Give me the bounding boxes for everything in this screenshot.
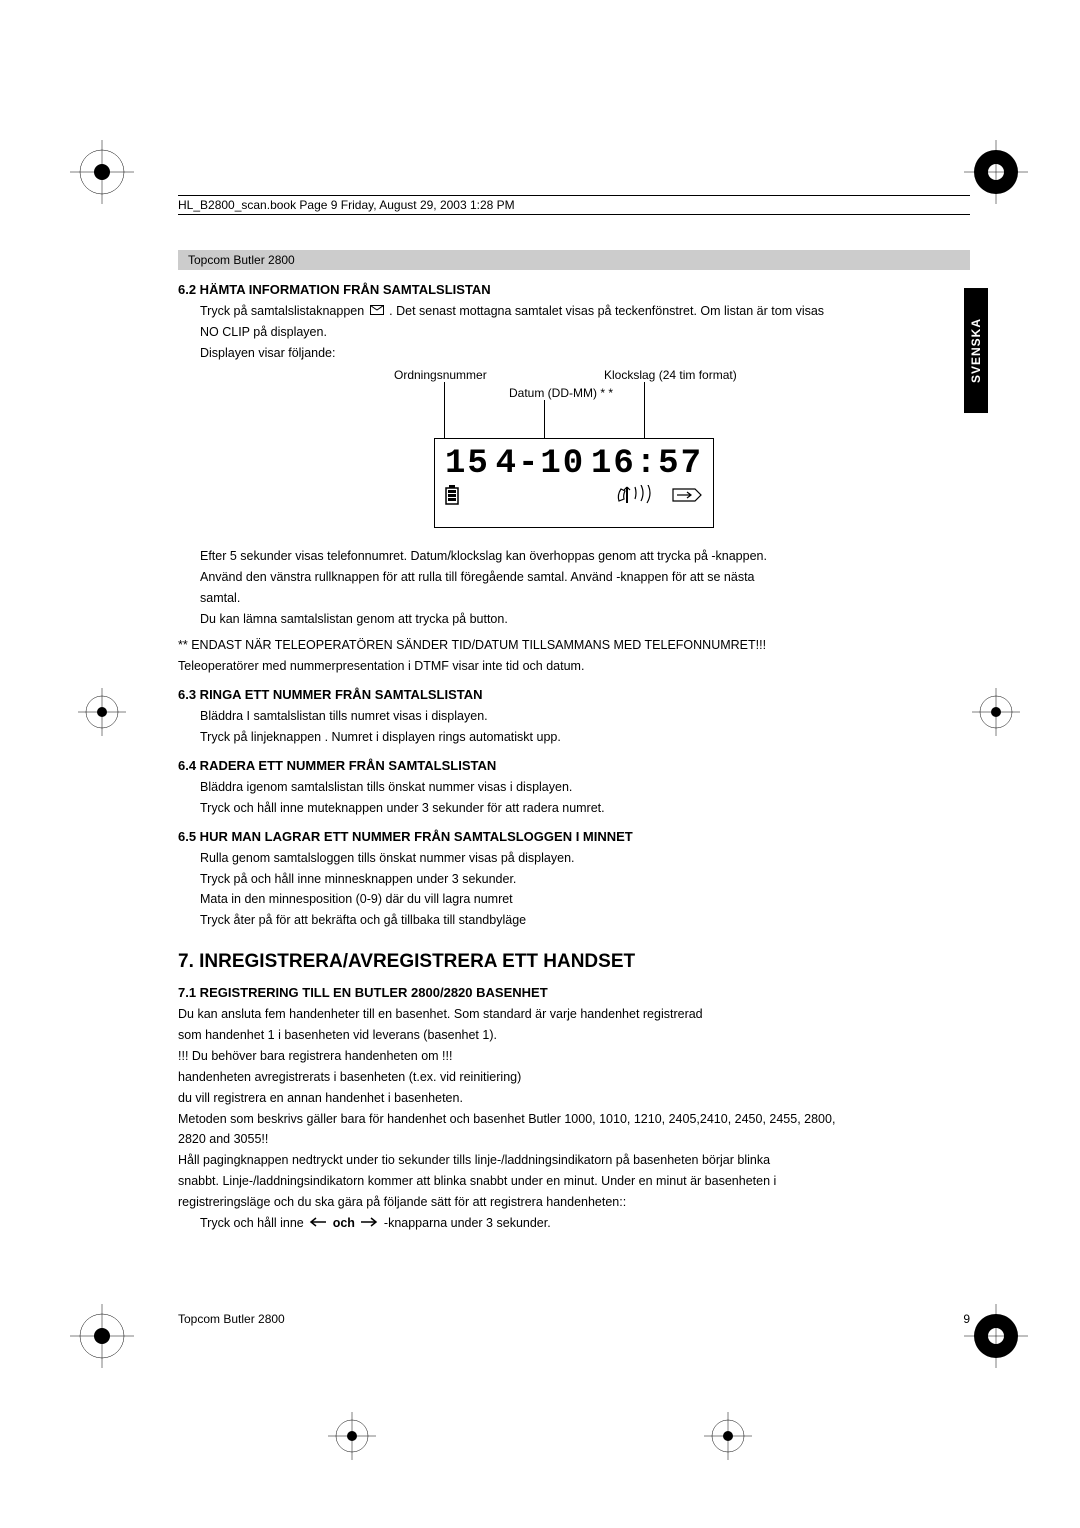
diag-label-clock: Klockslag (24 tim format) <box>604 368 737 382</box>
crop-mark-bottom-right <box>964 1304 1028 1368</box>
crop-mark-top-left <box>70 140 134 204</box>
section-6-2-p5a: Använd den vänstra rullknappen för att r… <box>200 569 970 586</box>
section-6-4-p1: Bläddra igenom samtalslistan tills önska… <box>200 779 970 796</box>
section-7-1-p8a: Håll pagingknappen nedtryckt under tio s… <box>178 1152 970 1169</box>
page-header: HL_B2800_scan.book Page 9 Friday, August… <box>178 195 970 215</box>
crop-mark-bottom-left <box>70 1304 134 1368</box>
handset-signal-icon <box>615 485 663 508</box>
chapter-7-title: 7. INREGISTRERA/AVREGISTRERA ETT HANDSET <box>178 951 970 973</box>
section-6-2-title: 6.2 HÄMTA INFORMATION FRÅN SAMTALSLISTAN <box>178 282 970 297</box>
section-6-5-p4: Tryck åter på för att bekräfta och gå ti… <box>200 912 970 929</box>
section-6-3-p1: Bläddra I samtalslistan tills numret vis… <box>200 708 970 725</box>
section-6-2-p3: Displayen visar följande: <box>200 345 970 362</box>
crop-mark-top-right <box>964 140 1028 204</box>
section-6-4-title: 6.4 RADERA ETT NUMMER FRÅN SAMTALSLISTAN <box>178 758 970 773</box>
footer-product: Topcom Butler 2800 <box>178 1312 285 1326</box>
header-filepath: HL_B2800_scan.book Page 9 Friday, August… <box>178 198 515 212</box>
section-7-1-p4: handenheten avregistrerats i basenheten … <box>178 1069 970 1086</box>
section-6-2-p5b: samtal. <box>200 590 970 607</box>
left-arrow-icon <box>309 1215 327 1232</box>
battery-icon <box>445 485 459 508</box>
lcd-time: 16:57 <box>591 445 703 483</box>
lcd-display: 15 4-10 16:57 <box>434 438 714 528</box>
page-content: Topcom Butler 2800 6.2 HÄMTA INFORMATION… <box>178 250 970 1236</box>
section-7-1-p8c: registreringsläge och du ska gära på föl… <box>178 1194 970 1211</box>
display-diagram: Ordningsnummer Klockslag (24 tim format)… <box>384 368 764 538</box>
section-7-1-p6: Metoden som beskrivs gäller bara för han… <box>178 1111 970 1128</box>
right-arrow-icon <box>360 1215 378 1232</box>
section-6-2-p6: Du kan lämna samtalslistan genom att try… <box>200 611 970 628</box>
page-footer: Topcom Butler 2800 9 <box>178 1312 970 1326</box>
crop-mark-bottom-center-1 <box>320 1404 384 1468</box>
section-6-2-p4: Efter 5 sekunder visas telefonnumret. Da… <box>200 548 970 565</box>
lcd-seq: 15 <box>445 445 490 483</box>
section-6-5-title: 6.5 HUR MAN LAGRAR ETT NUMMER FRÅN SAMTA… <box>178 829 970 844</box>
crop-mark-mid-left <box>70 680 134 744</box>
section-7-1-p3: !!! Du behöver bara registrera handenhet… <box>178 1048 970 1065</box>
crop-mark-bottom-center-2 <box>696 1404 760 1468</box>
section-7-1-title: 7.1 REGISTRERING TILL EN BUTLER 2800/282… <box>178 985 970 1000</box>
section-6-3-p2: Tryck på linjeknappen . Numret i display… <box>200 729 970 746</box>
section-6-5-p1: Rulla genom samtalsloggen tills önskat n… <box>200 850 970 867</box>
lcd-date: 4-10 <box>496 445 586 483</box>
section-7-1-p2: som handenhet 1 i basenheten vid leveran… <box>178 1027 970 1044</box>
section-6-2-p7: ** ENDAST NÄR TELEOPERATÖREN SÄNDER TID/… <box>178 637 970 654</box>
diag-label-date: Datum (DD-MM) * * <box>509 386 613 400</box>
section-7-1-p7: 2820 and 3055!! <box>178 1131 970 1148</box>
product-bar: Topcom Butler 2800 <box>178 250 970 270</box>
section-6-5-p2: Tryck på och håll inne minnesknappen und… <box>200 871 970 888</box>
footer-page: 9 <box>963 1312 970 1326</box>
arrow-bubble-icon <box>671 487 703 506</box>
section-6-2-p2: NO CLIP på displayen. <box>200 324 970 341</box>
section-6-2-p1: Tryck på samtalslistaknappen . Det senas… <box>200 303 970 320</box>
section-7-1-p5: du vill registrera en annan handenhet i … <box>178 1090 970 1107</box>
section-7-1-p1: Du kan ansluta fem handenheter till en b… <box>178 1006 970 1023</box>
section-7-1-p9: Tryck och håll inne och -knapparna under… <box>200 1215 970 1232</box>
diag-label-seq: Ordningsnummer <box>394 368 487 382</box>
section-6-4-p2: Tryck och håll inne muteknappen under 3 … <box>200 800 970 817</box>
crop-mark-mid-right <box>964 680 1028 744</box>
section-6-3-title: 6.3 RINGA ETT NUMMER FRÅN SAMTALSLISTAN <box>178 687 970 702</box>
section-7-1-p8b: snabbt. Linje-/laddningsindikatorn komme… <box>178 1173 970 1190</box>
envelope-icon <box>370 303 384 320</box>
section-6-5-p3: Mata in den minnesposition (0-9) där du … <box>200 891 970 908</box>
section-6-2-p8: Teleoperatörer med nummerpresentation i … <box>178 658 970 675</box>
